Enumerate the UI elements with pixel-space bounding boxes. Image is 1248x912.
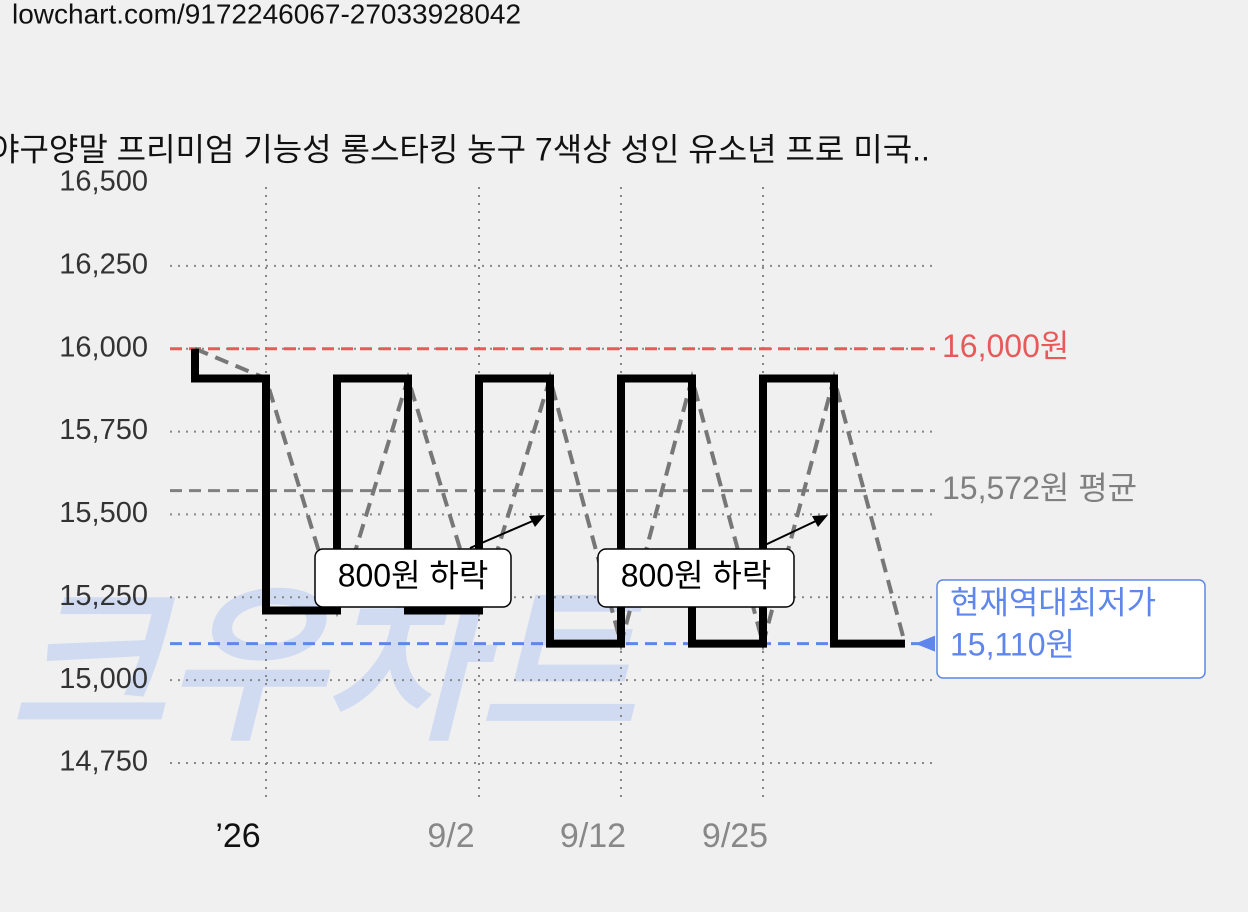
y-tick-label: 16,000 (59, 331, 148, 363)
annotation-text: 800원 하락 (621, 557, 772, 593)
annotation-text: 800원 하락 (338, 557, 489, 593)
x-tick-label: ’26 (215, 817, 260, 855)
annotation-box (597, 548, 795, 608)
reference-label: 15,572원 평균 (942, 470, 1137, 506)
x-tick-label: 9/25 (702, 817, 768, 855)
x-tick-label: 9/12 (560, 817, 626, 855)
arrow-head (812, 515, 828, 527)
y-tick-label: 16,500 (59, 166, 148, 198)
x-tick-label: 9/2 (427, 817, 474, 855)
annotation-box (314, 548, 512, 608)
chart-title: 야구양말 프리미엄 기능성 롱스타킹 농구 7색상 성인 유소년 프로 미국.. (0, 131, 930, 167)
y-tick-label: 15,500 (59, 497, 148, 529)
price-line (191, 348, 905, 648)
low-price-box (936, 579, 1206, 679)
reference-label: 16,000원 (942, 328, 1069, 364)
y-tick-label: 14,750 (59, 746, 148, 778)
y-tick-label: 15,750 (59, 414, 148, 446)
low-price-label: 15,110원 (950, 626, 1075, 662)
y-tick-label: 15,250 (59, 580, 148, 612)
low-price-title: 현재역대최저가 (950, 584, 1156, 620)
url: lowchart.com/9172246067-27033928042 (12, 0, 521, 29)
y-tick-label: 15,000 (59, 663, 148, 695)
arrow-head (529, 515, 545, 527)
y-tick-label: 16,250 (59, 249, 148, 281)
low-price-pointer (915, 635, 935, 652)
annotation-arrow (764, 519, 819, 546)
annotation-arrow (469, 519, 536, 549)
